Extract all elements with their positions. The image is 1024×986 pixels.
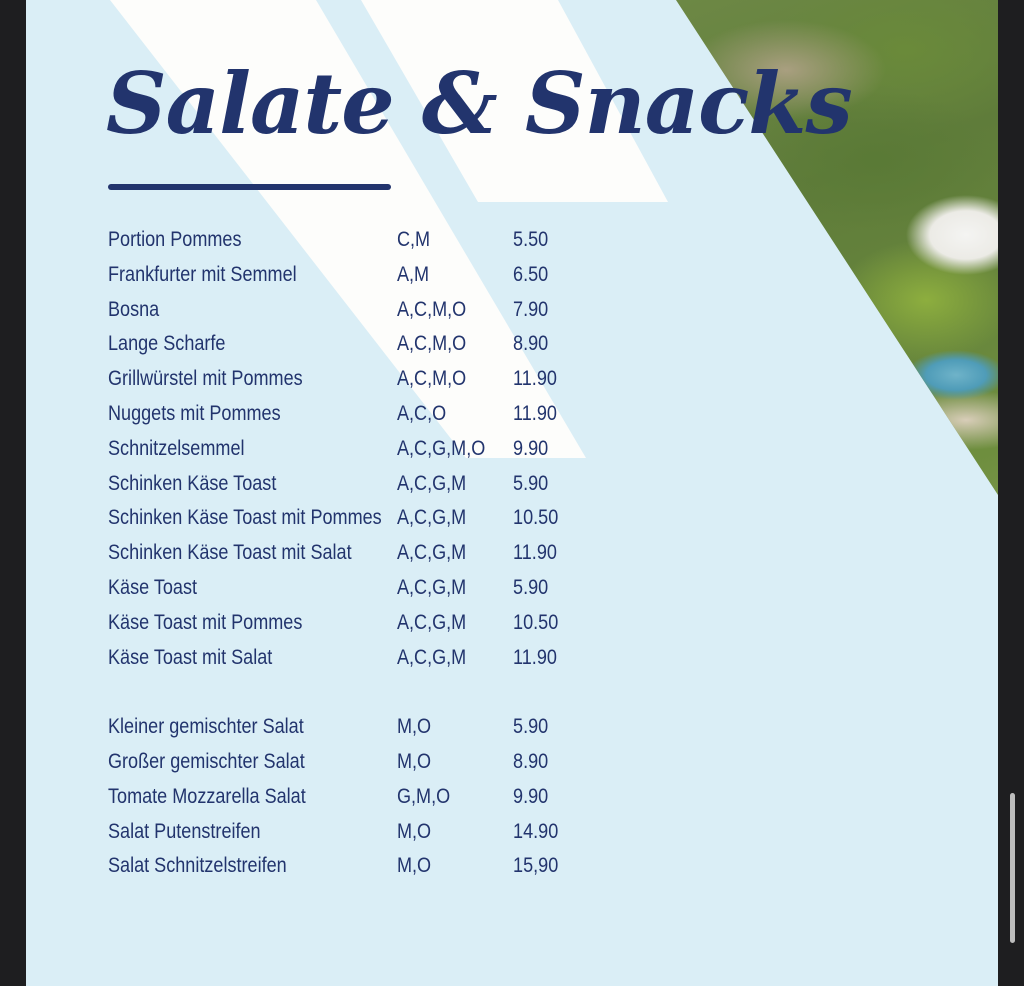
menu-item: Salat Schnitzelstreifen M,O 15,90 (108, 850, 558, 885)
item-allergens: A,C,M,O (396, 297, 467, 321)
stripe-right (361, 0, 668, 202)
item-allergens: A,C,G,M (396, 610, 467, 634)
section-spacer (108, 676, 608, 711)
item-allergens: M,O (396, 819, 432, 843)
item-price: 11.90 (513, 645, 557, 669)
item-name: Käse Toast (108, 575, 198, 599)
item-price: 8.90 (513, 332, 549, 356)
item-allergens: M,O (396, 715, 432, 739)
item-price: 8.90 (513, 749, 549, 773)
item-price: 10.50 (513, 610, 559, 634)
item-name: Großer gemischter Salat (108, 749, 305, 773)
menu-item: Schinken Käse Toast mit Salat A,C,G,M 11… (108, 537, 557, 572)
item-price: 6.50 (513, 262, 549, 286)
item-price: 9.90 (513, 436, 549, 460)
item-name: Portion Pommes (108, 228, 242, 251)
title-underline (108, 184, 391, 190)
item-price: 11.90 (513, 401, 557, 425)
item-price: 5.90 (513, 471, 549, 495)
item-price: 5.50 (513, 228, 549, 251)
item-allergens: A,C,G,M (396, 575, 467, 599)
item-price: 9.90 (513, 784, 549, 808)
menu-page: Salate & Snacks Portion Pommes C,M 5.50 … (26, 0, 998, 986)
menu-item: Lange Scharfe A,C,M,O 8.90 (108, 328, 548, 363)
menu-item: Käse Toast mit Salat A,C,G,M 11.90 (108, 642, 557, 677)
item-name: Schnitzelsemmel (108, 436, 245, 460)
item-name: Nuggets mit Pommes (108, 401, 281, 425)
item-name: Salat Schnitzelstreifen (108, 854, 287, 878)
menu-item: Käse Toast mit Pommes A,C,G,M 10.50 (108, 607, 558, 642)
item-price: 11.90 (513, 367, 557, 391)
item-price: 11.90 (513, 541, 557, 565)
item-allergens: A,C,G,M (396, 645, 467, 669)
item-name: Frankfurter mit Semmel (108, 262, 297, 286)
item-name: Grillwürstel mit Pommes (108, 367, 303, 391)
item-name: Tomate Mozzarella Salat (108, 784, 306, 808)
item-allergens: C,M (396, 228, 431, 251)
item-allergens: A,C,M,O (396, 367, 467, 391)
item-name: Schinken Käse Toast (108, 471, 277, 495)
item-price: 5.90 (513, 715, 549, 739)
item-name: Käse Toast mit Pommes (108, 610, 303, 634)
item-allergens: A,C,M,O (396, 332, 467, 356)
stripe-left (110, 0, 586, 458)
menu-list: Portion Pommes C,M 5.50 Frankfurter mit … (108, 224, 608, 885)
menu-item: Grillwürstel mit Pommes A,C,M,O 11.90 (108, 363, 557, 398)
menu-item: Bosna A,C,M,O 7.90 (108, 294, 548, 329)
item-name: Schinken Käse Toast mit Salat (108, 541, 352, 565)
item-price: 7.90 (513, 297, 549, 321)
item-allergens: A,C,O (396, 401, 447, 425)
menu-item: Nuggets mit Pommes A,C,O 11.90 (108, 398, 557, 433)
menu-item: Großer gemischter Salat M,O 8.90 (108, 746, 548, 781)
menu-item: Tomate Mozzarella Salat G,M,O 9.90 (108, 781, 548, 816)
menu-title: Salate & Snacks (106, 54, 853, 153)
decorative-stripes (110, 0, 668, 458)
menu-item: Salat Putenstreifen M,O 14.90 (108, 816, 558, 851)
menu-item: Portion Pommes C,M 5.50 (108, 224, 548, 259)
vertical-scrollbar[interactable] (1010, 793, 1015, 943)
item-price: 14.90 (513, 819, 559, 843)
item-price: 5.90 (513, 575, 549, 599)
item-allergens: A,C,G,M (396, 541, 467, 565)
menu-item: Schinken Käse Toast A,C,G,M 5.90 (108, 468, 548, 503)
item-name: Schinken Käse Toast mit Pommes (108, 506, 382, 530)
menu-item: Schnitzelsemmel A,C,G,M,O 9.90 (108, 433, 548, 468)
item-price: 15,90 (513, 854, 559, 878)
item-name: Lange Scharfe (108, 332, 226, 356)
item-allergens: A,C,G,M (396, 471, 467, 495)
item-allergens: M,O (396, 854, 432, 878)
menu-item: Käse Toast A,C,G,M 5.90 (108, 572, 548, 607)
menu-item: Kleiner gemischter Salat M,O 5.90 (108, 711, 548, 746)
item-allergens: A,C,G,M,O (396, 436, 486, 460)
menu-item: Frankfurter mit Semmel A,M 6.50 (108, 259, 548, 294)
item-allergens: A,C,G,M (396, 506, 467, 530)
item-allergens: G,M,O (396, 784, 451, 808)
item-name: Salat Putenstreifen (108, 819, 261, 843)
item-name: Bosna (108, 297, 160, 321)
item-price: 10.50 (513, 506, 559, 530)
menu-item: Schinken Käse Toast mit Pommes A,C,G,M 1… (108, 502, 558, 537)
item-allergens: A,M (396, 262, 430, 286)
item-name: Käse Toast mit Salat (108, 645, 273, 669)
item-name: Kleiner gemischter Salat (108, 715, 304, 739)
item-allergens: M,O (396, 749, 432, 773)
